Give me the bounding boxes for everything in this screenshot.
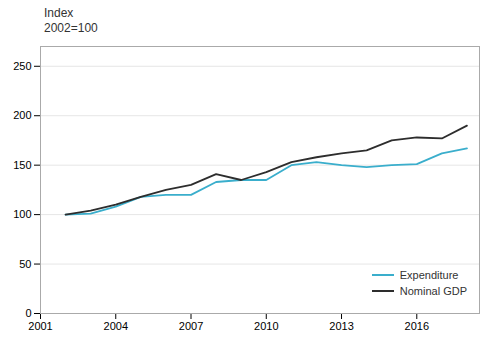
svg-text:2013: 2013 [329,320,353,332]
svg-text:150: 150 [13,159,31,171]
html-text:Expenditure: Expenditure [399,269,459,281]
svg-text:50: 50 [19,258,31,270]
html-text:Index: Index [44,6,74,20]
html-text:Nominal GDP: Nominal GDP [399,285,467,297]
svg-text:2001: 2001 [28,320,52,332]
svg-text:2007: 2007 [179,320,203,332]
svg-text:0: 0 [25,307,31,319]
html-text:2002=100: 2002=100 [44,21,98,35]
svg-text:200: 200 [13,109,31,121]
svg-text:250: 250 [13,60,31,72]
svg-text:2010: 2010 [254,320,278,332]
svg-text:2004: 2004 [104,320,128,332]
svg-text:2016: 2016 [405,320,429,332]
svg-text:100: 100 [13,208,31,220]
